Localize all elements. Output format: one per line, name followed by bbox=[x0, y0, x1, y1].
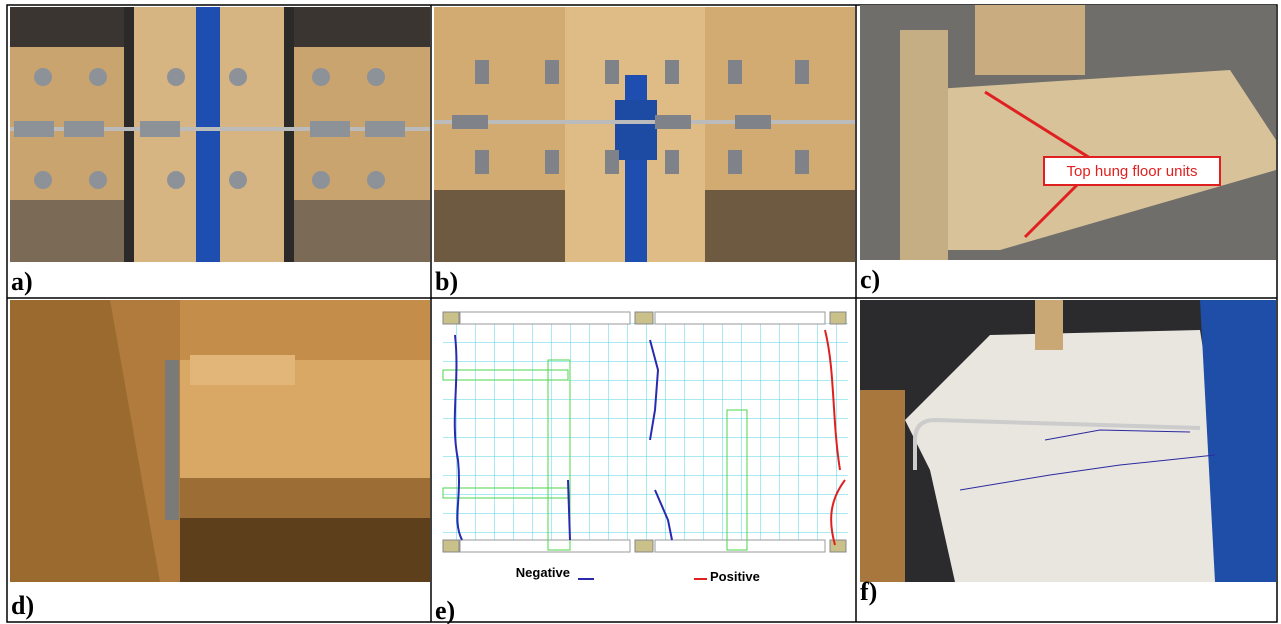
photo-d: d) bbox=[10, 300, 430, 620]
panel-label: f) bbox=[860, 577, 877, 606]
figure: a) b) Top hung floor units c) bbox=[0, 0, 1281, 624]
panel-label: e) bbox=[435, 596, 455, 624]
legend-label: Positive bbox=[710, 569, 760, 584]
photo-c: Top hung floor units c) bbox=[860, 5, 1276, 294]
photo-b: b) bbox=[434, 7, 855, 296]
page: a) b) Top hung floor units c) bbox=[0, 0, 1281, 624]
photo-a: a) bbox=[10, 7, 430, 296]
callout: Top hung floor units bbox=[1067, 163, 1198, 180]
panel-label: d) bbox=[11, 591, 34, 620]
panel-label: b) bbox=[435, 267, 458, 296]
photo-f: f) bbox=[860, 300, 1276, 606]
diagram-e: Negative Positive e) bbox=[435, 312, 848, 624]
panel-label: c) bbox=[860, 265, 880, 294]
panel-label: a) bbox=[11, 267, 33, 296]
legend-label: Negative bbox=[516, 565, 570, 580]
